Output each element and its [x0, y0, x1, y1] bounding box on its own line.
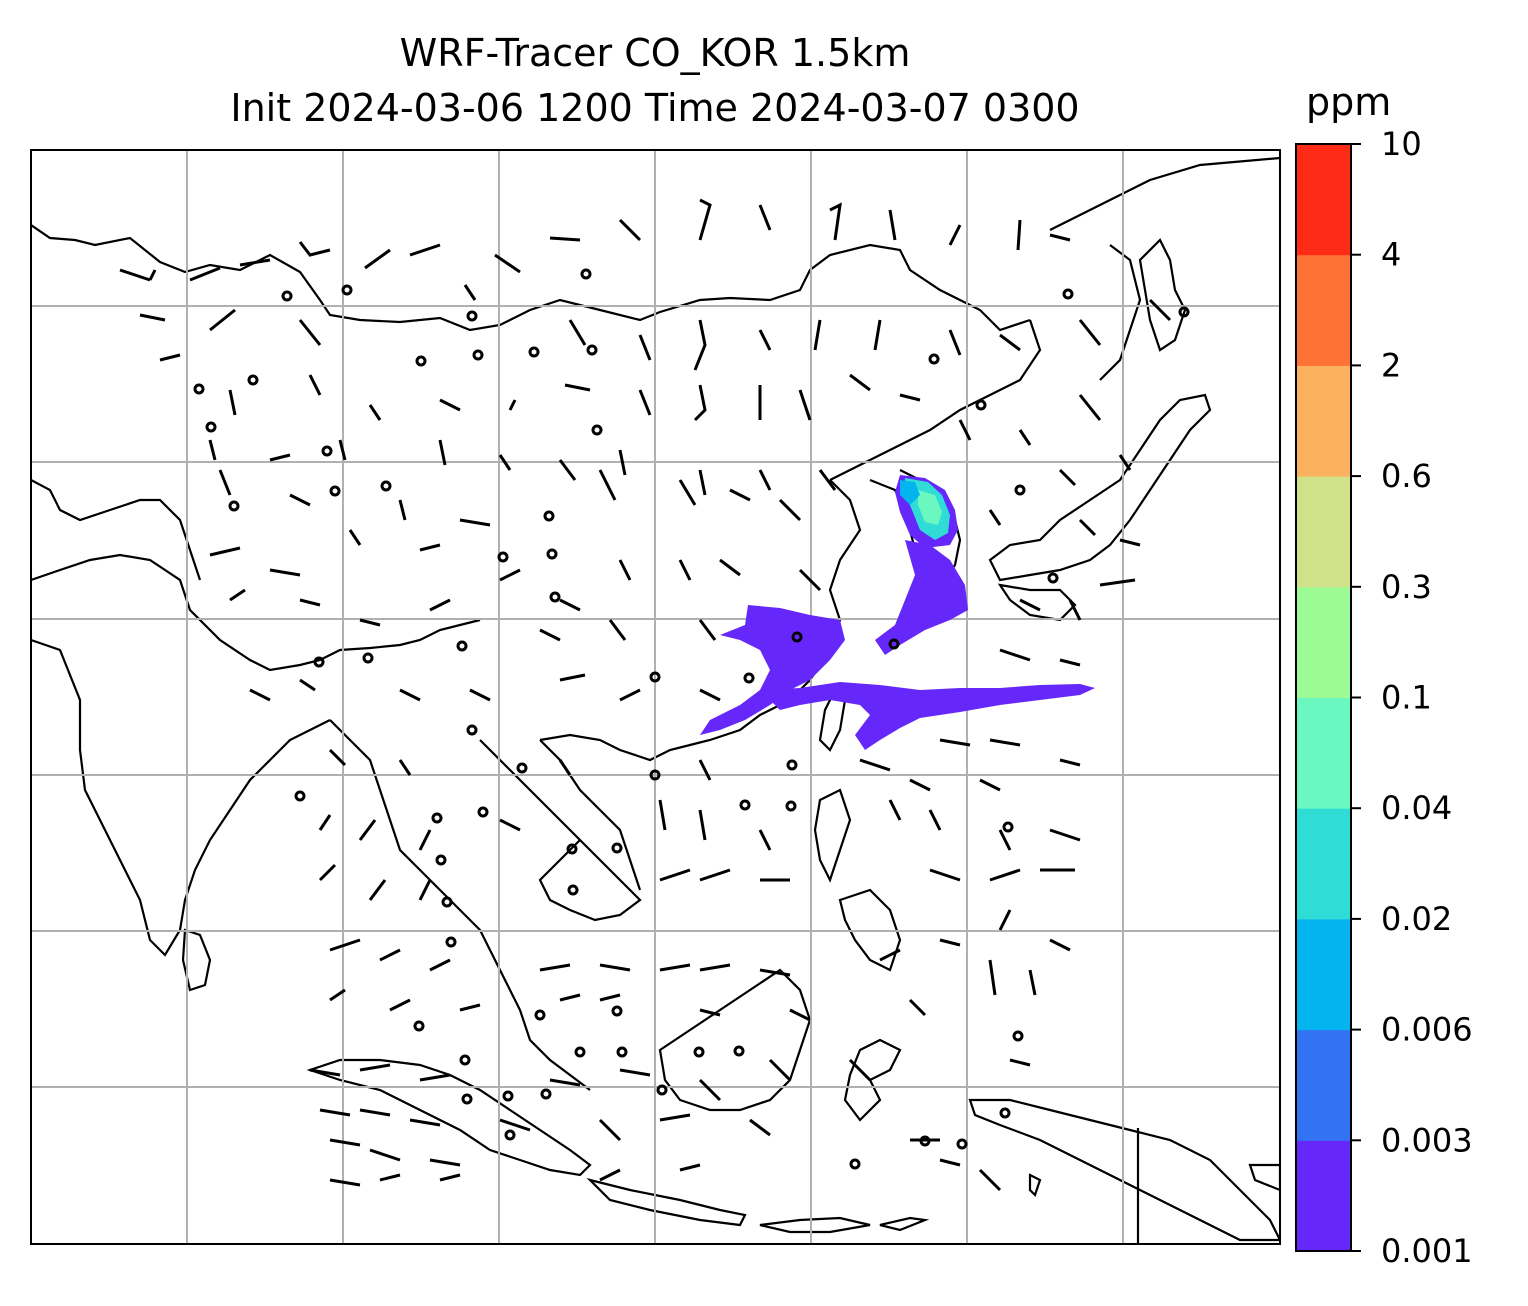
colorbar-ticks: 0.001 0.003 0.006 0.02 0.04 0.1 0.3 0.6 2 4 10 — [1351, 125, 1473, 1270]
coastlines — [31, 156, 1280, 1244]
calm-wind-circles — [193, 268, 1190, 1170]
colorbar-segment — [1296, 918, 1351, 1031]
colorbar-segment — [1296, 808, 1351, 920]
colorbar-segment — [1296, 365, 1351, 477]
colorbar-tick-label: 0.006 — [1381, 1011, 1473, 1049]
colorbar-segments — [1296, 144, 1351, 1252]
colorbar-tick-label: 0.1 — [1381, 679, 1432, 717]
colorbar-tick-label: 10 — [1381, 125, 1422, 163]
map-title-line2: Init 2024-03-06 1200 Time 2024-03-07 030… — [230, 86, 1080, 130]
colorbar-segment — [1296, 476, 1351, 588]
colorbar-segment — [1296, 1140, 1351, 1252]
colorbar-tick-label: 0.02 — [1381, 900, 1452, 938]
colorbar-segment — [1296, 254, 1351, 366]
colorbar-tick-label: 0.001 — [1381, 1232, 1473, 1270]
colorbar-tick-label: 0.3 — [1381, 568, 1432, 606]
colorbar-unit: ppm — [1306, 80, 1392, 124]
colorbar-tick-label: 4 — [1381, 236, 1401, 274]
wind-barbs — [119, 198, 1172, 1192]
colorbar-tick-label: 0.04 — [1381, 789, 1452, 827]
colorbar-segment — [1296, 697, 1351, 809]
map-title-line1: WRF-Tracer CO_KOR 1.5km — [399, 31, 911, 75]
colorbar-tick-label: 0.6 — [1381, 457, 1432, 495]
colorbar-tick-label: 2 — [1381, 346, 1401, 384]
colorbar-segment — [1296, 1029, 1351, 1141]
map-frame — [30, 149, 1281, 1245]
colorbar-segment — [1296, 144, 1351, 256]
tracer-plume — [700, 475, 1095, 750]
colorbar-segment — [1296, 586, 1351, 698]
colorbar-tick-label: 0.003 — [1381, 1121, 1473, 1159]
